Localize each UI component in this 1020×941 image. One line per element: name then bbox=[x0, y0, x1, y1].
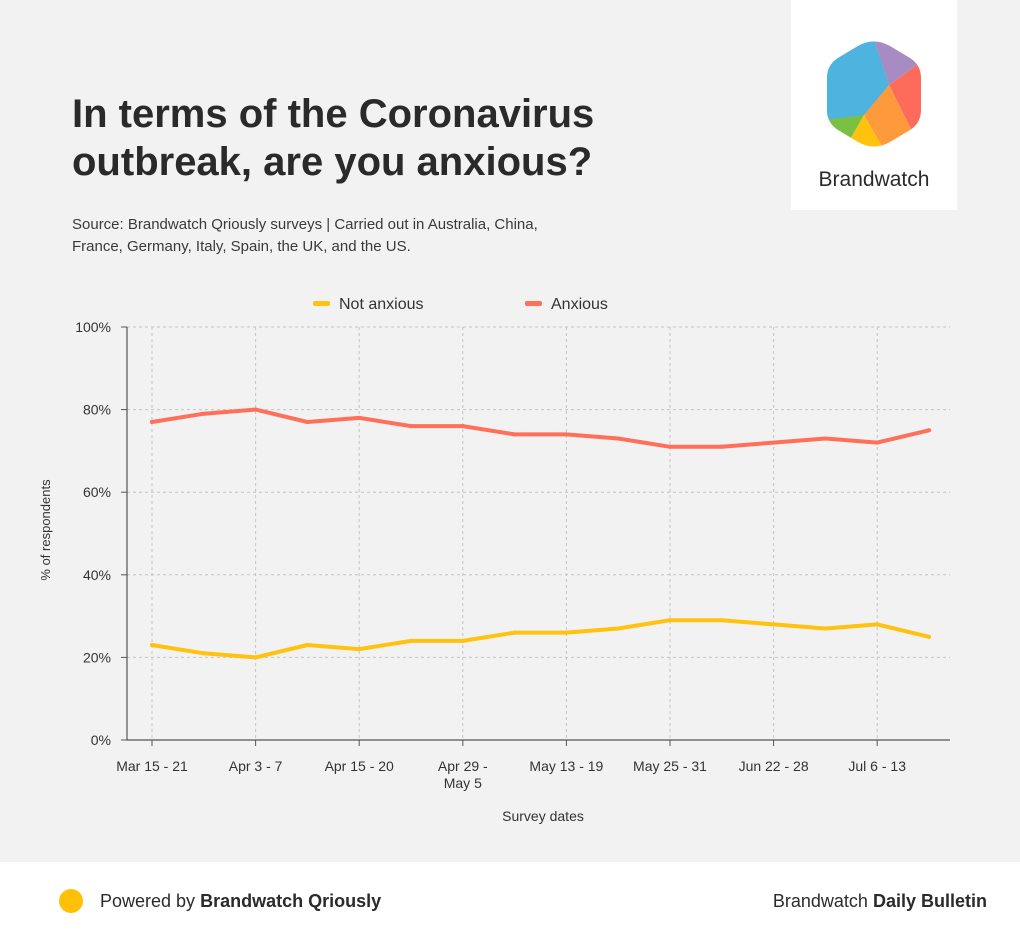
chart-grid bbox=[127, 326, 950, 740]
chart-series bbox=[150, 407, 931, 660]
data-point bbox=[201, 651, 206, 656]
data-point bbox=[927, 428, 931, 433]
data-point bbox=[771, 622, 776, 627]
x-tick-label: Jun 22 - 28 bbox=[739, 758, 809, 774]
chart-legend: Not anxious Anxious bbox=[313, 296, 608, 313]
legend-label: Anxious bbox=[551, 296, 608, 313]
x-tick-label: Jul 6 - 13 bbox=[848, 758, 906, 774]
data-point bbox=[305, 419, 310, 424]
powered-by-prefix: Powered by bbox=[100, 891, 196, 911]
data-point bbox=[771, 440, 776, 445]
data-point bbox=[875, 622, 880, 627]
x-tick-label: May 25 - 31 bbox=[633, 758, 707, 774]
bulletin-name: Daily Bulletin bbox=[872, 891, 987, 911]
y-tick-label: 80% bbox=[83, 402, 111, 418]
legend-swatch bbox=[313, 301, 330, 306]
data-point bbox=[875, 440, 880, 445]
data-point bbox=[357, 415, 362, 420]
legend-label: Not anxious bbox=[339, 296, 424, 313]
data-point bbox=[512, 630, 517, 635]
x-tick-label: Apr 15 - 20 bbox=[325, 758, 394, 774]
powered-by-text: Powered by Brandwatch Qriously bbox=[100, 891, 381, 912]
y-tick-label: 40% bbox=[83, 567, 111, 583]
line-chart: Not anxious Anxious 0% 20% 40% 60% 80% 100% Mar… bbox=[38, 296, 950, 824]
yellow-dot-icon bbox=[59, 889, 83, 913]
x-tick-label: Apr 3 - 7 bbox=[229, 758, 283, 774]
data-point bbox=[150, 419, 154, 424]
data-point bbox=[201, 411, 206, 416]
data-point bbox=[823, 626, 828, 631]
data-point bbox=[409, 638, 413, 643]
data-point bbox=[460, 424, 465, 429]
data-point bbox=[512, 432, 517, 437]
data-point bbox=[719, 444, 724, 449]
daily-bulletin-link[interactable]: Brandwatch Daily Bulletin bbox=[773, 891, 987, 912]
data-point bbox=[616, 626, 621, 631]
chart-axes: 0% 20% 40% 60% 80% 100% Mar 15 - 21 Apr 3 - 7 Ap… bbox=[75, 319, 950, 791]
y-tick-label: 20% bbox=[83, 649, 111, 665]
data-point bbox=[460, 638, 465, 643]
x-tick-label: May 13 - 19 bbox=[529, 758, 603, 774]
data-point bbox=[564, 630, 569, 635]
data-point bbox=[927, 634, 931, 639]
legend-swatch bbox=[525, 301, 542, 306]
series-line-anxious bbox=[150, 407, 931, 449]
data-point bbox=[150, 643, 154, 648]
data-point bbox=[253, 407, 258, 412]
x-tick-label: Mar 15 - 21 bbox=[116, 758, 188, 774]
chart-title: In terms of the Coronavirus outbreak, ar… bbox=[72, 92, 595, 184]
y-tick-label: 0% bbox=[91, 732, 111, 748]
x-tick-label: Apr 29 -May 5 bbox=[438, 758, 488, 791]
data-point bbox=[357, 647, 362, 652]
series-line-not-anxious bbox=[150, 618, 931, 660]
x-axis-label: Survey dates bbox=[502, 808, 584, 824]
data-point bbox=[409, 424, 413, 429]
powered-by-brand: Brandwatch Qriously bbox=[200, 891, 382, 911]
data-point bbox=[564, 432, 569, 437]
data-point bbox=[253, 655, 258, 660]
data-point bbox=[668, 618, 672, 623]
data-point bbox=[616, 436, 621, 441]
footer: Powered by Brandwatch Qriously Brandwatc… bbox=[0, 862, 1020, 941]
brandwatch-logo-text: Brandwatch bbox=[818, 168, 930, 191]
brandwatch-hexagon-icon bbox=[827, 41, 921, 147]
data-point bbox=[823, 436, 828, 441]
y-tick-label: 100% bbox=[75, 319, 111, 335]
chart-subtitle: Source: Brandwatch Qriously surveys | Ca… bbox=[72, 216, 538, 255]
data-point bbox=[668, 444, 672, 449]
brandwatch-logo: Brandwatch bbox=[791, 0, 957, 210]
bulletin-prefix: Brandwatch bbox=[772, 891, 868, 911]
y-tick-label: 60% bbox=[83, 484, 111, 500]
data-point bbox=[305, 643, 310, 648]
data-point bbox=[719, 618, 724, 623]
y-axis-label: % of respondents bbox=[38, 479, 53, 581]
